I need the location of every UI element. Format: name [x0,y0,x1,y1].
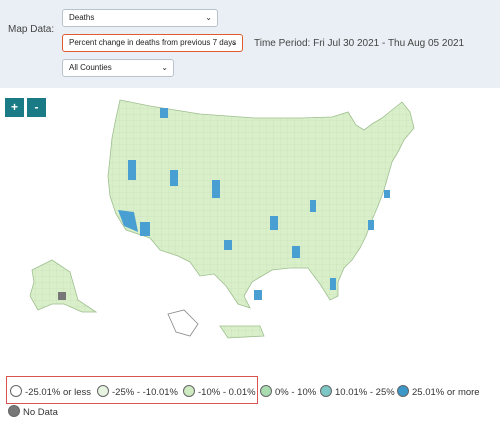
change-select-value: Percent change in deaths from previous 7… [69,38,237,47]
legend-item[interactable]: -25% - -10.01% [97,385,178,398]
legend-label: -25.01% or less [25,387,92,398]
legend-swatch [183,385,195,397]
legend-label: 25.01% or more [412,387,480,398]
legend-item[interactable]: No Data [8,405,58,418]
metric-select-value: Deaths [69,13,95,22]
time-period: Time Period: Fri Jul 30 2021 - Thu Aug 0… [254,38,465,49]
alaska[interactable] [29,259,98,313]
county-hotspot[interactable] [170,170,178,186]
county-hotspot[interactable] [128,160,136,180]
legend-item[interactable]: 0% - 10% [260,385,316,398]
county-select[interactable]: All Counties ⌄ [62,59,174,77]
legend-swatch [397,385,409,397]
us-county-map[interactable] [0,88,500,370]
county-select-value: All Counties [69,63,112,72]
county-hotspot[interactable] [292,246,300,258]
legend-highlight-box [6,376,258,404]
puerto-rico[interactable] [219,325,265,339]
legend-item[interactable]: -10% - 0.01% [183,385,256,398]
legend-label: 0% - 10% [275,387,317,398]
zoom-out-button[interactable]: - [27,98,46,117]
county-hotspot[interactable] [368,220,374,230]
map-data-label: Map Data: [8,24,55,35]
chevron-down-icon: ⌄ [230,38,237,47]
chevron-down-icon: ⌄ [205,13,212,22]
legend-swatch [8,405,20,417]
legend-label: No Data [23,407,58,418]
contiguous-us[interactable] [107,99,415,309]
county-hotspot[interactable] [254,290,262,300]
county-hotspot[interactable] [160,108,168,118]
county-hotspot[interactable] [140,222,150,236]
legend-swatch [97,385,109,397]
county-hotspot[interactable] [270,216,278,230]
legend-label: 10.01% - 25% [335,387,395,398]
legend-swatch [10,385,22,397]
legend-label: -25% - -10.01% [112,387,179,398]
metric-select[interactable]: Deaths ⌄ [62,9,218,27]
change-select[interactable]: Percent change in deaths from previous 7… [62,34,243,52]
chevron-down-icon: ⌄ [161,63,168,72]
county-hotspot[interactable] [224,240,232,250]
legend-item[interactable]: 10.01% - 25% [320,385,395,398]
county-no-data[interactable] [58,292,66,300]
county-hotspot[interactable] [330,278,336,290]
zoom-in-button[interactable]: + [5,98,24,117]
legend-swatch [260,385,272,397]
hawaii[interactable] [167,309,199,337]
legend-item[interactable]: 25.01% or more [397,385,480,398]
legend-label: -10% - 0.01% [198,387,256,398]
legend-item[interactable]: -25.01% or less [10,385,91,398]
legend-swatch [320,385,332,397]
county-hotspot[interactable] [310,200,316,212]
county-hotspot[interactable] [384,190,390,198]
county-hotspot[interactable] [118,210,138,232]
county-hotspot[interactable] [212,180,220,198]
